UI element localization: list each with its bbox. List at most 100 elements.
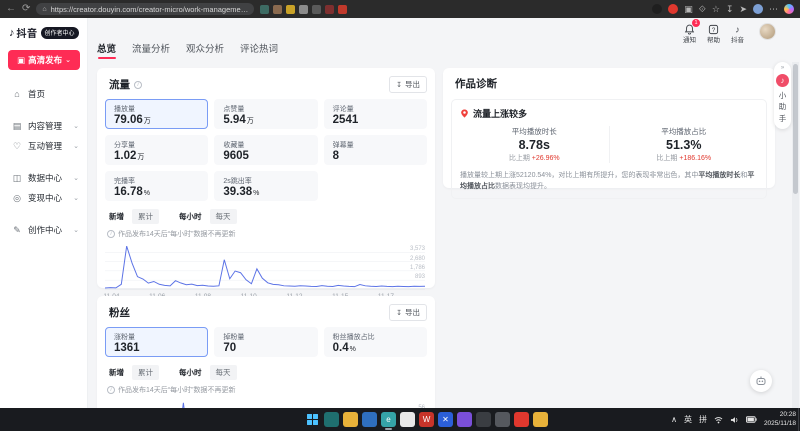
extension-icon[interactable] [668, 4, 679, 14]
browser-app[interactable] [362, 412, 377, 427]
metric-cell[interactable]: 收藏量 9605 [214, 135, 318, 165]
x-app[interactable]: ✕ [438, 412, 453, 427]
show-desktop-button[interactable] [798, 408, 800, 431]
toggle-每小时[interactable]: 每小时 [179, 368, 202, 377]
browser-profile-avatar[interactable] [753, 4, 763, 14]
diagnosis-metric-value: 8.78s [518, 138, 550, 152]
scrollbar[interactable] [792, 62, 799, 408]
tab-1[interactable]: 总览 [97, 41, 116, 59]
fans-toggles: 新增 累计 每小时 每天 [97, 357, 435, 380]
pin-icon [461, 109, 468, 118]
metric-cell[interactable]: 掉粉量 70 [214, 327, 318, 357]
tab-4[interactable]: 评论热词 [240, 44, 279, 55]
copilot-icon[interactable] [784, 4, 794, 14]
metric-cell[interactable]: 播放量 79.06万 [105, 99, 209, 129]
publish-button[interactable]: ▣ 高清发布 ⌄ [8, 50, 80, 70]
sidebar-item-6[interactable]: ✎ 创作中心 ⌄ [0, 220, 87, 240]
diagnosis-card-header: 作品诊断 [443, 68, 775, 91]
wps-app[interactable]: W [419, 412, 434, 427]
refresh-icon[interactable]: ⟳ [22, 3, 31, 14]
tab-2[interactable]: 流量分析 [132, 44, 171, 55]
metric-cell[interactable]: 粉丝播放占比 0.4% [323, 327, 427, 357]
share-icon[interactable]: ➤ [739, 3, 747, 14]
wifi-icon[interactable] [714, 416, 723, 424]
douyin-logo[interactable]: ♪ 抖音 创作者中心 [0, 18, 87, 40]
ime-mode[interactable]: 拼 [698, 415, 707, 424]
metric-cell[interactable]: 点赞量 5.94万 [214, 99, 318, 129]
header-actions: 1 通知? 帮助 ♪ 抖音 [683, 19, 744, 44]
scrollbar-thumb[interactable] [793, 64, 798, 194]
extension-icon[interactable] [652, 4, 663, 14]
collections-icon[interactable]: ⟐ [698, 3, 706, 14]
address-bar[interactable]: ⌂ https://creator.douyin.com/creator-mic… [36, 3, 255, 15]
action-label: 帮助 [707, 37, 720, 44]
dark-app[interactable] [476, 412, 491, 427]
edge-browser[interactable]: e [381, 412, 396, 430]
douyin-note-icon: ♪ [9, 26, 15, 39]
clock[interactable]: 20:28 2025/11/18 [764, 411, 796, 429]
traffic-toggles: 新增 累计 每小时 每天 [97, 201, 435, 224]
extension-favicon[interactable] [325, 4, 335, 14]
export-button[interactable]: ↧ 导出 [389, 76, 427, 93]
toggle-累计[interactable]: 累计 [132, 209, 159, 224]
lab-app[interactable] [457, 412, 472, 427]
extension-favicon[interactable] [260, 4, 270, 14]
file-explorer[interactable] [343, 412, 358, 427]
back-icon[interactable]: ← [6, 3, 16, 14]
start-button[interactable] [305, 412, 320, 427]
assistant-widget[interactable]: » ♪ 小助手 [774, 62, 791, 129]
extension-favicon[interactable] [338, 4, 348, 14]
user-avatar[interactable] [759, 23, 776, 40]
ime-lang[interactable]: 英 [683, 415, 692, 424]
toggle-每小时[interactable]: 每小时 [179, 212, 202, 221]
toggle-新增[interactable]: 新增 [109, 368, 124, 377]
extension-favicon[interactable] [312, 4, 322, 14]
tray-chevron-icon[interactable]: ∧ [671, 415, 677, 424]
volume-icon[interactable] [730, 416, 739, 424]
chevron-down-icon: ⌄ [73, 143, 79, 150]
metric-number: 9605 [223, 150, 249, 162]
extension-favicon[interactable] [286, 4, 296, 14]
extension-favicon[interactable] [273, 4, 283, 14]
tab-3[interactable]: 观众分析 [186, 44, 225, 55]
sidebar-item-3[interactable]: ♡ 互动管理 ⌄ [0, 136, 87, 156]
screenshot-icon[interactable]: ▣ [684, 3, 693, 14]
action-help[interactable]: ? 帮助 [707, 22, 720, 44]
metric-cell[interactable]: 评论量 2541 [323, 99, 427, 129]
metric-cell[interactable]: 分享量 1.02万 [105, 135, 209, 165]
export-button[interactable]: ↧ 导出 [389, 304, 427, 321]
help-icon: ? [708, 22, 719, 35]
extension-favicon[interactable] [299, 4, 309, 14]
search-app[interactable] [324, 412, 339, 427]
lock-icon: ⌂ [42, 5, 47, 13]
downloads-icon[interactable]: ↧ [725, 3, 734, 14]
sidebar-item-1[interactable]: ⌂ 首页 [0, 84, 87, 104]
folder-app[interactable] [533, 412, 548, 427]
sidebar-item-5[interactable]: ◎ 变现中心 ⌄ [0, 188, 87, 208]
toggle-每天[interactable]: 每天 [209, 365, 237, 380]
more-menu-icon[interactable]: ⋯ [769, 3, 778, 14]
toggle-新增[interactable]: 新增 [109, 212, 124, 221]
y-axis-label: 893 [414, 274, 425, 281]
battery-icon[interactable] [745, 416, 757, 423]
metric-cell[interactable]: 涨粉量 1361 [105, 327, 209, 357]
metric-cell[interactable]: 完播率 16.78% [105, 171, 209, 201]
document-app[interactable] [400, 412, 415, 427]
metric-cell[interactable]: 2s跳出率 39.38% [214, 171, 318, 201]
toggle-每天[interactable]: 每天 [209, 209, 237, 224]
metric-value: 8 [333, 150, 418, 164]
red-app[interactable] [514, 412, 529, 427]
chat-robot-button[interactable] [750, 370, 772, 392]
action-douyin-note[interactable]: ♪ 抖音 [731, 22, 744, 44]
metric-cell[interactable]: 弹幕量 8 [323, 135, 427, 165]
info-icon[interactable]: i [134, 80, 142, 89]
small-app[interactable] [495, 412, 510, 427]
collapse-icon[interactable]: » [780, 65, 785, 71]
home-icon: ⌂ [14, 89, 20, 99]
sidebar-item-2[interactable]: ▤ 内容管理 ⌄ [0, 116, 87, 136]
action-bell[interactable]: 1 通知 [683, 19, 700, 44]
sidebar-item-4[interactable]: ◫ 数据中心 ⌄ [0, 168, 87, 188]
favorites-icon[interactable]: ☆ [711, 3, 720, 14]
toggle-累计[interactable]: 累计 [132, 365, 159, 380]
chevron-down-icon: ⌄ [73, 123, 79, 130]
